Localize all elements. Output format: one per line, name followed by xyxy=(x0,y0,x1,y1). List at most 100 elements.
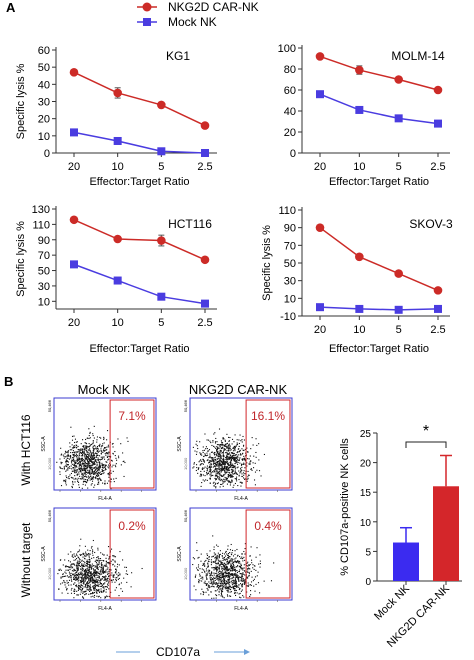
flow-dot xyxy=(210,571,213,573)
flow-dot xyxy=(232,452,234,454)
flow-dot xyxy=(250,468,252,470)
flow-dot xyxy=(218,478,220,480)
flow-dot xyxy=(83,555,86,557)
flow-dot xyxy=(224,571,226,573)
flow-dot xyxy=(214,469,216,471)
flow-dot xyxy=(116,573,118,575)
flow-dot xyxy=(87,567,89,569)
flow-dot xyxy=(89,448,91,450)
flow-dot xyxy=(247,561,249,563)
flow-dot xyxy=(213,581,215,583)
flow-dot xyxy=(205,559,207,562)
flow-dot xyxy=(221,594,223,596)
flow-dot xyxy=(75,465,78,467)
flow-dot xyxy=(219,486,221,488)
flow-dot xyxy=(81,578,83,580)
flow-dot xyxy=(258,459,260,461)
flow-dot xyxy=(224,567,226,569)
flow-dot xyxy=(219,443,222,446)
flow-dot xyxy=(213,582,215,584)
flow-dot xyxy=(228,578,230,581)
flow-dot xyxy=(76,577,78,579)
flow-dot xyxy=(96,459,98,461)
flow-dot xyxy=(84,464,86,467)
flow-dot xyxy=(76,458,78,460)
flow-dot xyxy=(232,567,234,569)
flow-dot xyxy=(107,459,109,461)
flow-dot xyxy=(220,464,222,466)
flow-dot xyxy=(242,569,244,571)
flow-dot xyxy=(193,558,196,560)
data-point xyxy=(201,149,209,157)
flow-dot xyxy=(91,582,93,584)
flow-dot xyxy=(206,566,208,568)
flow-dot xyxy=(219,572,221,575)
y-tick-label: 70 xyxy=(284,240,296,252)
flow-dot xyxy=(206,439,208,441)
y-tick-label: 90 xyxy=(284,223,296,235)
flow-dot xyxy=(66,580,68,582)
flow-dot xyxy=(211,597,213,599)
flow-dot xyxy=(258,563,260,565)
flow-dot xyxy=(83,460,85,462)
flow-dot xyxy=(234,567,236,569)
flow-dot xyxy=(85,562,88,565)
flow-dot xyxy=(105,557,107,559)
flow-dot xyxy=(102,568,104,570)
flow-dot xyxy=(99,436,101,439)
flow-dot xyxy=(106,452,109,454)
flow-dot xyxy=(197,447,199,450)
flow-dot xyxy=(87,577,89,579)
flow-dot xyxy=(225,469,227,471)
flow-dot xyxy=(84,575,86,577)
flow-dot xyxy=(237,466,239,468)
flow-dot xyxy=(93,587,95,590)
flow-dot xyxy=(200,464,202,466)
flow-dot xyxy=(75,444,77,446)
flow-dot xyxy=(225,462,228,464)
flow-dot xyxy=(232,454,234,457)
flow-dot xyxy=(102,470,104,472)
flow-dot xyxy=(224,559,226,561)
flow-dot xyxy=(106,554,108,556)
series-line xyxy=(73,263,206,305)
flow-dot xyxy=(218,447,220,450)
flow-dot xyxy=(226,469,228,471)
flow-dot xyxy=(217,552,219,554)
flow-dot xyxy=(83,452,85,454)
flow-dot xyxy=(210,456,212,459)
flow-dot xyxy=(79,464,81,466)
flow-dot xyxy=(226,483,228,485)
flow-dot xyxy=(99,466,101,468)
series-line xyxy=(319,227,439,292)
flow-dot xyxy=(90,478,93,481)
flow-dot xyxy=(70,576,72,578)
flow-dot xyxy=(79,585,81,587)
flow-dot xyxy=(233,466,235,468)
flow-dot xyxy=(92,549,94,551)
flow-dot xyxy=(91,470,93,472)
flow-dot xyxy=(227,469,229,472)
flow-y-tick-10k: 10,000 xyxy=(47,457,52,470)
flow-dot xyxy=(97,584,99,586)
flow-dot xyxy=(81,575,83,577)
flow-dot xyxy=(87,561,89,563)
flow-dot xyxy=(224,470,226,472)
flow-dot xyxy=(93,472,95,474)
flow-dot xyxy=(93,448,95,451)
flow-dot xyxy=(72,457,74,459)
flow-dot xyxy=(65,459,67,461)
significance-star: * xyxy=(423,423,429,440)
flow-dot xyxy=(221,555,223,557)
flow-dot xyxy=(220,588,222,590)
flow-dot xyxy=(126,437,128,439)
flow-dot xyxy=(216,465,218,467)
flow-dot xyxy=(219,574,221,576)
flow-dot xyxy=(197,566,200,568)
flow-dot xyxy=(84,478,86,481)
flow-dot xyxy=(83,591,85,593)
flow-dot xyxy=(85,449,87,451)
flow-dot xyxy=(201,482,203,484)
flow-dot xyxy=(220,560,222,562)
